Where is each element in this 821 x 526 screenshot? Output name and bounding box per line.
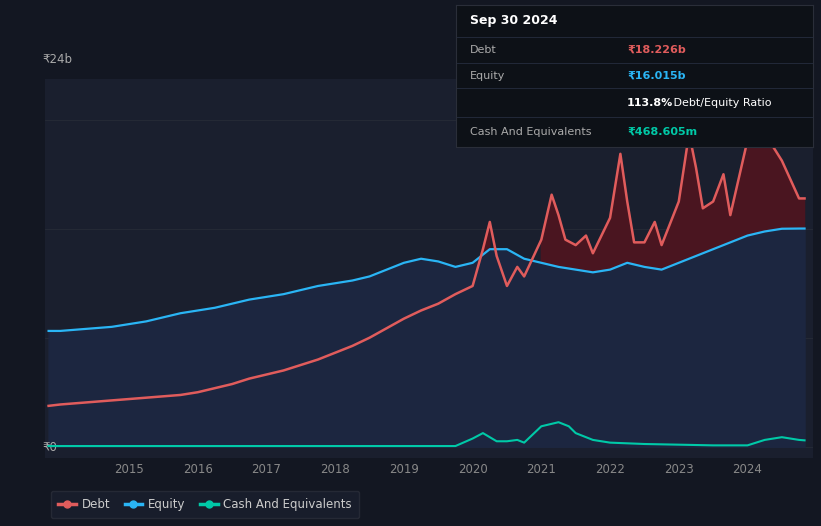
Text: Debt: Debt xyxy=(470,45,497,55)
Text: ₹24b: ₹24b xyxy=(43,53,73,66)
Text: Sep 30 2024: Sep 30 2024 xyxy=(470,14,557,27)
Text: 113.8%: 113.8% xyxy=(627,97,673,107)
Text: Debt/Equity Ratio: Debt/Equity Ratio xyxy=(670,97,772,107)
Legend: Debt, Equity, Cash And Equivalents: Debt, Equity, Cash And Equivalents xyxy=(51,491,359,518)
Text: ₹16.015b: ₹16.015b xyxy=(627,70,686,80)
Text: ₹0: ₹0 xyxy=(43,441,57,454)
Text: ₹468.605m: ₹468.605m xyxy=(627,127,697,137)
Text: Cash And Equivalents: Cash And Equivalents xyxy=(470,127,591,137)
Text: ₹18.226b: ₹18.226b xyxy=(627,45,686,55)
Text: Equity: Equity xyxy=(470,70,505,80)
